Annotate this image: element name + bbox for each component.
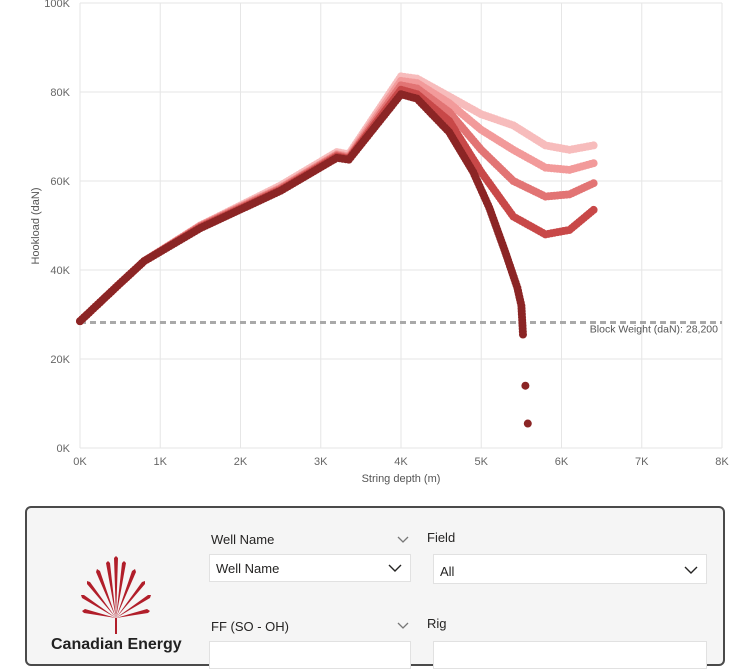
chevron-down-icon[interactable]	[397, 622, 409, 630]
block-weight-label: Block Weight (daN): 28,200	[590, 324, 718, 336]
y-tick-label: 40K	[50, 265, 70, 277]
field-title: Field	[427, 530, 456, 545]
field-value: All	[440, 564, 455, 579]
ff-title: FF (SO - OH)	[211, 619, 289, 634]
chevron-down-icon	[388, 564, 402, 572]
y-tick-label: 80K	[50, 87, 70, 99]
filter-panel: Canadian Energy Well Name Well Name Fiel…	[25, 506, 725, 669]
data-point	[589, 141, 598, 150]
company-name: Canadian Energy	[51, 636, 182, 653]
data-point	[589, 179, 598, 188]
x-tick-label: 5K	[475, 456, 489, 468]
y-tick-labels: 0K 20K 40K 60K 80K 100K	[44, 0, 70, 455]
x-tick-label: 6K	[555, 456, 569, 468]
y-tick-label: 100K	[44, 0, 70, 10]
hookload-chart: 0K 20K 40K 60K 80K 100K 0K 1K 2K 3K 4K 5K 6K 7K 8K Bl…	[30, 0, 729, 485]
x-tick-label: 2K	[234, 456, 248, 468]
x-tick-label: 7K	[635, 456, 649, 468]
rig-title: Rig	[427, 616, 447, 631]
well-name-title: Well Name	[211, 532, 275, 547]
x-tick-label: 1K	[154, 456, 168, 468]
y-tick-label: 0K	[57, 443, 71, 455]
x-axis-title: String depth (m)	[362, 473, 441, 485]
y-axis-title: Hookload (daN)	[30, 187, 42, 264]
x-tick-labels: 0K 1K 2K 3K 4K 5K 6K 7K 8K	[73, 456, 729, 468]
well-name-value: Well Name	[216, 561, 280, 576]
data-point	[589, 159, 598, 168]
chart-grid	[79, 2, 723, 449]
ff-dropdown[interactable]	[209, 641, 411, 669]
chevron-down-icon[interactable]	[397, 536, 409, 544]
well-name-dropdown[interactable]: Well Name	[209, 554, 411, 582]
maple-leaf-logo-icon	[81, 556, 151, 634]
x-tick-label: 8K	[715, 456, 729, 468]
x-tick-label: 4K	[394, 456, 408, 468]
x-tick-label: 3K	[314, 456, 328, 468]
data-point	[523, 419, 532, 428]
x-tick-label: 0K	[73, 456, 87, 468]
data-point	[518, 330, 527, 339]
data-point	[521, 381, 530, 390]
series-group	[76, 72, 598, 428]
y-tick-label: 20K	[50, 354, 70, 366]
chevron-down-icon	[684, 566, 698, 574]
data-point	[589, 205, 598, 214]
rig-dropdown[interactable]	[433, 641, 707, 669]
series-4	[76, 90, 532, 428]
field-dropdown[interactable]: All	[433, 554, 707, 584]
y-tick-label: 60K	[50, 176, 70, 188]
